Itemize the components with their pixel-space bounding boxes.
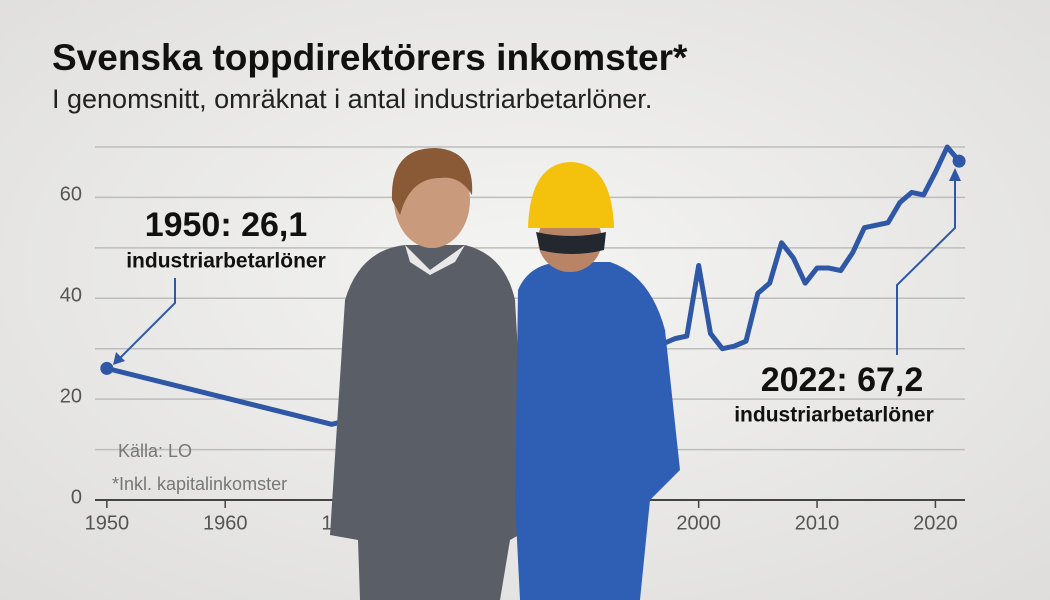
annotation-text: industriarbetarlöner	[734, 404, 934, 427]
annotation-label: 2022: 67,2	[761, 361, 924, 399]
y-tick-label: 20	[60, 385, 82, 407]
helmet	[528, 162, 614, 228]
x-tick-label: 1960	[203, 512, 248, 534]
annotation-arrow	[117, 278, 176, 361]
annotation-label: 1950: 26,1	[145, 206, 308, 244]
worker-body	[515, 262, 680, 600]
note: *Inkl. kapitalinkomster	[112, 474, 287, 494]
y-tick-label: 60	[60, 184, 82, 206]
annotation-text: industriarbetarlöner	[126, 250, 326, 273]
end-point	[952, 154, 966, 168]
chart-title: Svenska toppdirektörers inkomster*	[52, 37, 688, 78]
suit-man-body	[330, 245, 528, 600]
arrow-head	[949, 168, 961, 181]
annotation-2022: 2022: 67,2 industriarbetarlöner	[734, 168, 961, 427]
data-line	[106, 144, 961, 427]
photo-people	[330, 148, 680, 600]
arrow-head	[113, 352, 125, 365]
x-tick-label: 2000	[676, 512, 721, 534]
end-point	[100, 361, 114, 375]
shirt-collar	[405, 245, 465, 275]
annotation-arrow	[896, 178, 956, 355]
x-tick-label: 2010	[795, 512, 840, 534]
source: Källa: LO	[118, 441, 192, 461]
worker-hair	[536, 232, 606, 254]
chart-subtitle: I genomsnitt, omräknat i antal industria…	[52, 84, 652, 114]
suit-man-hair	[391, 148, 473, 215]
y-tick-label: 0	[71, 486, 82, 508]
x-tick-label: 1950	[85, 512, 130, 534]
x-tick-label: 2020	[913, 512, 958, 534]
y-tick-label: 40	[60, 285, 82, 307]
annotation-1950: 1950: 26,1 industriarbetarlöner	[113, 206, 326, 365]
